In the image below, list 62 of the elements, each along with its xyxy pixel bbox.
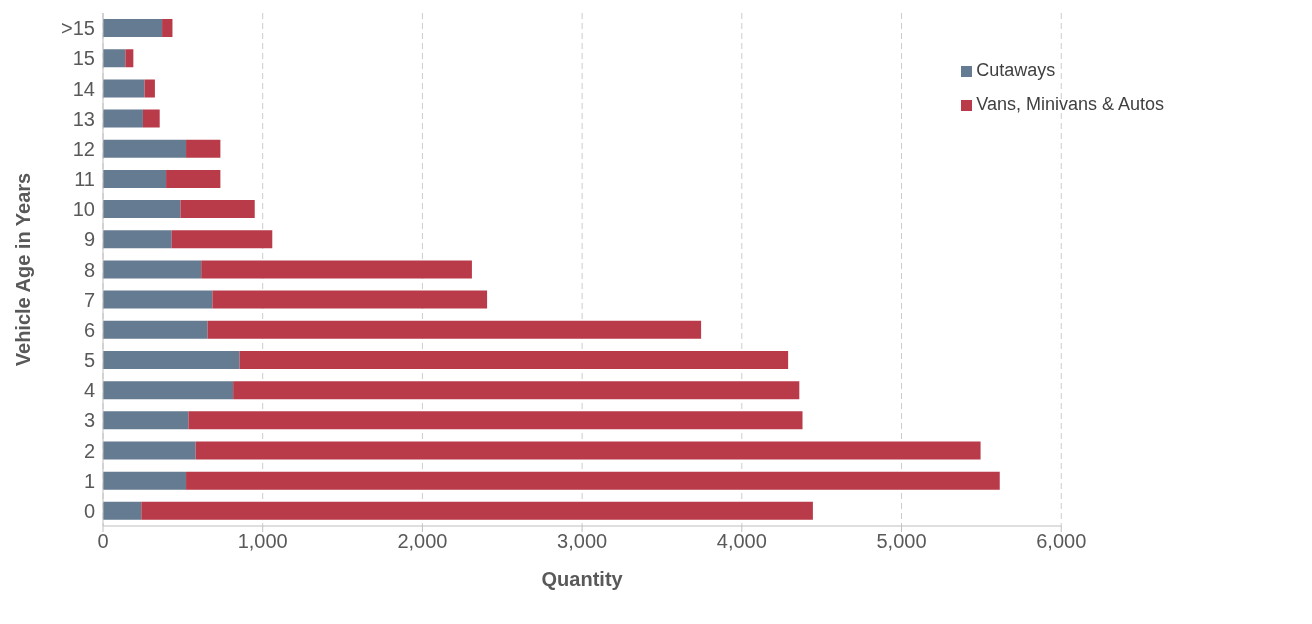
y-tick-label: 2 <box>83 439 95 462</box>
bar <box>171 230 273 249</box>
y-tick-label: 13 <box>72 107 95 130</box>
y-tick-label: 8 <box>83 258 95 281</box>
x-tick-label: 6,000 <box>1036 530 1087 553</box>
y-tick-label: 5 <box>83 349 95 372</box>
bar <box>195 441 981 460</box>
bar <box>103 109 143 128</box>
y-tick-label: 14 <box>72 77 95 100</box>
bar <box>103 79 145 98</box>
bar <box>103 290 213 309</box>
y-tick-label: 1 <box>83 469 95 492</box>
bar <box>144 79 155 98</box>
y-tick-label: >15 <box>61 17 95 40</box>
bar <box>103 501 142 520</box>
bar <box>188 411 803 430</box>
y-tick-label: 7 <box>83 288 95 311</box>
y-tick-label: 6 <box>83 318 95 341</box>
bar <box>103 19 163 38</box>
bar <box>186 139 221 158</box>
y-tick-label: 0 <box>83 500 95 523</box>
bar <box>103 260 202 279</box>
bar <box>103 381 234 400</box>
bar <box>103 230 172 249</box>
y-tick-label: 15 <box>72 47 95 70</box>
bar <box>166 169 221 188</box>
bar <box>207 320 702 339</box>
bar <box>162 19 173 38</box>
x-tick-label: 3,000 <box>557 530 608 553</box>
bar <box>201 260 472 279</box>
bar <box>103 441 196 460</box>
y-tick-label: 10 <box>72 198 95 221</box>
x-tick-label: 1,000 <box>237 530 288 553</box>
bar <box>233 381 800 400</box>
bar <box>103 411 189 430</box>
y-tick-label: 4 <box>83 379 95 402</box>
bar <box>142 109 160 128</box>
bar <box>103 139 187 158</box>
legend-label: Vans, Minivans & Autos <box>976 94 1164 114</box>
bar <box>103 320 208 339</box>
bar <box>103 169 167 188</box>
x-axis-title: Quantity <box>541 568 624 590</box>
y-tick-label: 11 <box>74 168 95 191</box>
bar <box>141 501 813 520</box>
bar <box>125 49 134 68</box>
bar <box>103 350 240 369</box>
y-tick-label: 12 <box>72 137 95 160</box>
bar <box>180 200 255 219</box>
bar <box>239 350 789 369</box>
bar <box>103 49 126 68</box>
y-tick-label: 3 <box>83 409 95 432</box>
bar <box>186 471 1000 490</box>
y-tick-label: 9 <box>83 228 95 251</box>
x-tick-label: 2,000 <box>397 530 448 553</box>
bar <box>103 200 181 219</box>
x-tick-label: 0 <box>97 530 109 553</box>
y-axis-title: Vehicle Age in Years <box>12 172 35 367</box>
x-tick-label: 5,000 <box>876 530 927 553</box>
x-tick-label: 4,000 <box>716 530 767 553</box>
legend-label: Cutaways <box>976 60 1056 80</box>
bar <box>103 471 187 490</box>
bar <box>212 290 488 309</box>
